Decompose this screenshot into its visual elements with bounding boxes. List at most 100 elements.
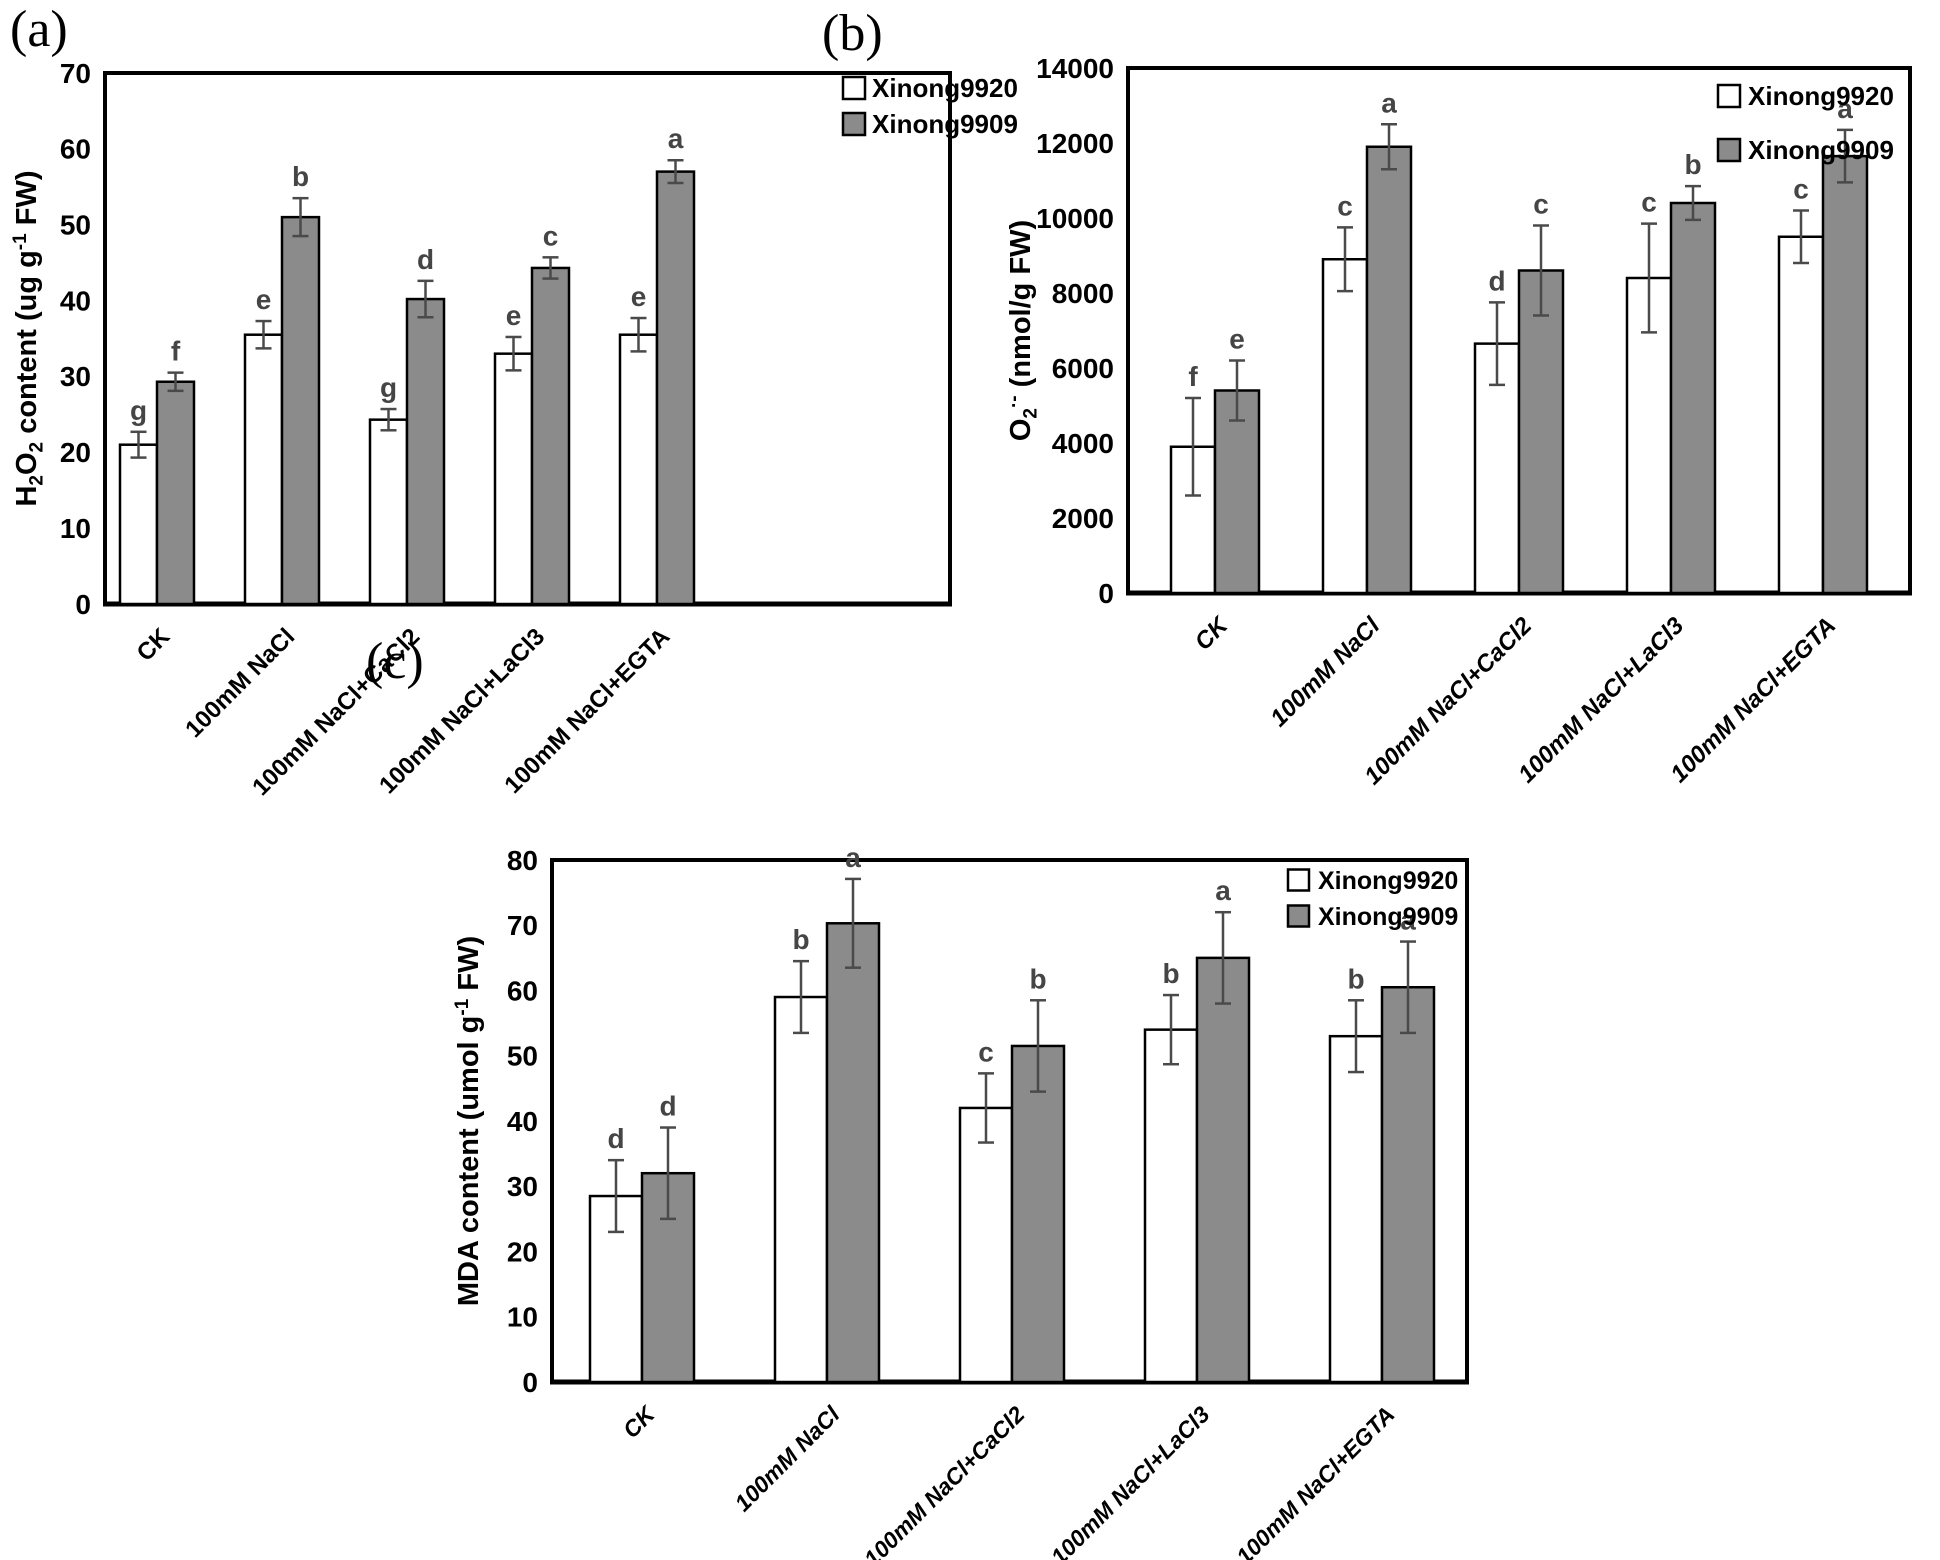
panel-label-b: (b) bbox=[822, 5, 883, 62]
bar-c-Xinong9920-2 bbox=[958, 1106, 1014, 1384]
y-tick-label: 30 bbox=[60, 361, 91, 392]
bar-b-Xinong9920-4 bbox=[1777, 235, 1825, 595]
sig-letter: b bbox=[1029, 963, 1046, 994]
sig-letter: f bbox=[171, 336, 181, 367]
sig-letter: a bbox=[1837, 93, 1853, 124]
y-tick-label: 14000 bbox=[1036, 53, 1114, 84]
sig-letter: a bbox=[845, 842, 861, 873]
sig-letter: b bbox=[1347, 963, 1364, 994]
bar-b-Xinong9909-4 bbox=[1821, 154, 1869, 595]
x-tick-label-b-4: 100mM NaCl+EGTA bbox=[1665, 612, 1841, 788]
sig-letter: b bbox=[792, 924, 809, 955]
bar-c-Xinong9920-4 bbox=[1328, 1034, 1384, 1384]
x-tick-label-b-2: 100mM NaCl+CaCl2 bbox=[1359, 612, 1537, 790]
legend-swatch-Xinong9909 bbox=[1286, 904, 1311, 928]
x-tick-label-c-2: 100mM NaCl+CaCl2 bbox=[859, 1401, 1030, 1560]
bar-b-Xinong9909-0 bbox=[1213, 389, 1261, 595]
y-tick-label: 50 bbox=[507, 1041, 538, 1072]
bar-c-Xinong9920-3 bbox=[1143, 1028, 1199, 1384]
sig-letter: e bbox=[631, 281, 647, 312]
sig-letter: e bbox=[1229, 324, 1245, 355]
sig-letter: b bbox=[1162, 958, 1179, 989]
y-tick-label: 0 bbox=[1098, 578, 1114, 609]
legend-swatch-Xinong9920 bbox=[841, 75, 867, 101]
x-tick-label-b-0: CK bbox=[1190, 611, 1235, 656]
bar-a-Xinong9909-3 bbox=[530, 266, 571, 606]
y-tick-label: 10 bbox=[507, 1302, 538, 1333]
y-tick-label: 10000 bbox=[1036, 203, 1114, 234]
y-tick-label: 30 bbox=[507, 1171, 538, 1202]
sig-letter: a bbox=[1381, 87, 1397, 118]
legend-label-Xinong9909: Xinong9909 bbox=[872, 109, 1018, 139]
chart-b: 0 2000 4000 6000 8000 10000 12000 14000 O2·- (nm… bbox=[1004, 53, 1912, 790]
sig-letter: c bbox=[1793, 174, 1809, 205]
panel-label-a: (a) bbox=[10, 1, 68, 58]
legend-swatch-Xinong9920 bbox=[1716, 83, 1742, 109]
y-tick-label: 60 bbox=[60, 134, 91, 165]
bar-a-Xinong9920-4 bbox=[618, 333, 659, 606]
bar-a-Xinong9920-3 bbox=[493, 352, 534, 606]
sig-letter: g bbox=[380, 372, 397, 403]
legend-swatch-Xinong9909 bbox=[1716, 137, 1742, 163]
legend-label-Xinong9920: Xinong9920 bbox=[872, 73, 1018, 103]
y-tick-label: 0 bbox=[522, 1367, 538, 1398]
bar-b-Xinong9909-3 bbox=[1669, 201, 1717, 595]
legend-label-Xinong9920: Xinong9920 bbox=[1318, 867, 1458, 895]
bar-a-Xinong9909-0 bbox=[155, 380, 196, 606]
sig-letter: c bbox=[1641, 187, 1657, 218]
x-tick-label-a-0: CK bbox=[132, 623, 176, 667]
sig-letter: d bbox=[417, 244, 434, 275]
bar-a-Xinong9909-4 bbox=[655, 170, 696, 606]
x-tick-label-a-1: 100mM NaCl bbox=[180, 623, 300, 743]
panel-label-c: (c) bbox=[366, 633, 424, 690]
y-tick-label: 20 bbox=[60, 437, 91, 468]
x-tick-label-b-1: 100mM NaCl bbox=[1265, 611, 1386, 732]
y-axis-title: H2O2 content (ug g-1 FW) bbox=[10, 170, 47, 506]
sig-letter: f bbox=[1188, 361, 1198, 392]
y-tick-label: 4000 bbox=[1052, 428, 1114, 459]
bar-a-Xinong9920-1 bbox=[243, 333, 284, 606]
sig-letter: d bbox=[1488, 265, 1505, 296]
y-tick-label: 12000 bbox=[1036, 128, 1114, 159]
bar-c-Xinong9909-3 bbox=[1195, 956, 1251, 1384]
sig-letter: c bbox=[1533, 189, 1549, 220]
chart-c: 0 10 20 30 40 50 60 70 80 MDA content (umol g-1 F… bbox=[452, 842, 1469, 1560]
y-tick-label: 60 bbox=[507, 975, 538, 1006]
sig-letter: c bbox=[1337, 190, 1353, 221]
bar-c-Xinong9909-2 bbox=[1010, 1044, 1066, 1384]
chart-a: 0 10 20 30 40 50 60 70 H2O2 content (ug g-1 FW) g… bbox=[10, 58, 1018, 801]
y-axis-title: MDA content (umol g-1 FW) bbox=[452, 936, 485, 1306]
bar-a-Xinong9909-1 bbox=[280, 215, 321, 606]
legend-label-Xinong9909: Xinong9909 bbox=[1748, 135, 1894, 165]
legend-label-Xinong9909: Xinong9909 bbox=[1318, 903, 1458, 931]
y-tick-label: 70 bbox=[60, 58, 91, 89]
bar-b-Xinong9909-2 bbox=[1517, 269, 1565, 595]
bar-c-Xinong9909-1 bbox=[825, 922, 881, 1384]
bar-b-Xinong9909-1 bbox=[1365, 145, 1413, 595]
sig-letter: b bbox=[1684, 149, 1701, 180]
sig-letter: d bbox=[607, 1123, 624, 1154]
sig-letter: a bbox=[668, 123, 684, 154]
sig-letter: c bbox=[543, 220, 559, 251]
bar-a-Xinong9920-0 bbox=[118, 443, 159, 606]
sig-letter: b bbox=[292, 161, 309, 192]
x-tick-label-c-3: 100mM NaCl+LaCl3 bbox=[1046, 1401, 1215, 1560]
x-tick-label-c-4: 100mM NaCl+EGTA bbox=[1231, 1401, 1400, 1560]
legend-swatch-Xinong9920 bbox=[1286, 868, 1311, 892]
y-tick-label: 40 bbox=[507, 1106, 538, 1137]
bar-c-Xinong9909-4 bbox=[1380, 985, 1436, 1384]
sig-letter: a bbox=[1215, 875, 1231, 906]
sig-letter: a bbox=[1400, 905, 1416, 936]
y-axis-title: O2·- (nmol/g FW) bbox=[1004, 220, 1041, 441]
x-tick-label-c-0: CK bbox=[618, 1400, 661, 1443]
sig-letter: c bbox=[978, 1036, 994, 1067]
x-tick-label-c-1: 100mM NaCl bbox=[729, 1401, 845, 1517]
y-tick-label: 2000 bbox=[1052, 503, 1114, 534]
sig-letter: e bbox=[506, 300, 522, 331]
sig-letter: g bbox=[130, 395, 147, 426]
legend-label-Xinong9920: Xinong9920 bbox=[1748, 81, 1894, 111]
legend-swatch-Xinong9909 bbox=[841, 111, 867, 137]
bar-c-Xinong9920-1 bbox=[773, 995, 829, 1384]
